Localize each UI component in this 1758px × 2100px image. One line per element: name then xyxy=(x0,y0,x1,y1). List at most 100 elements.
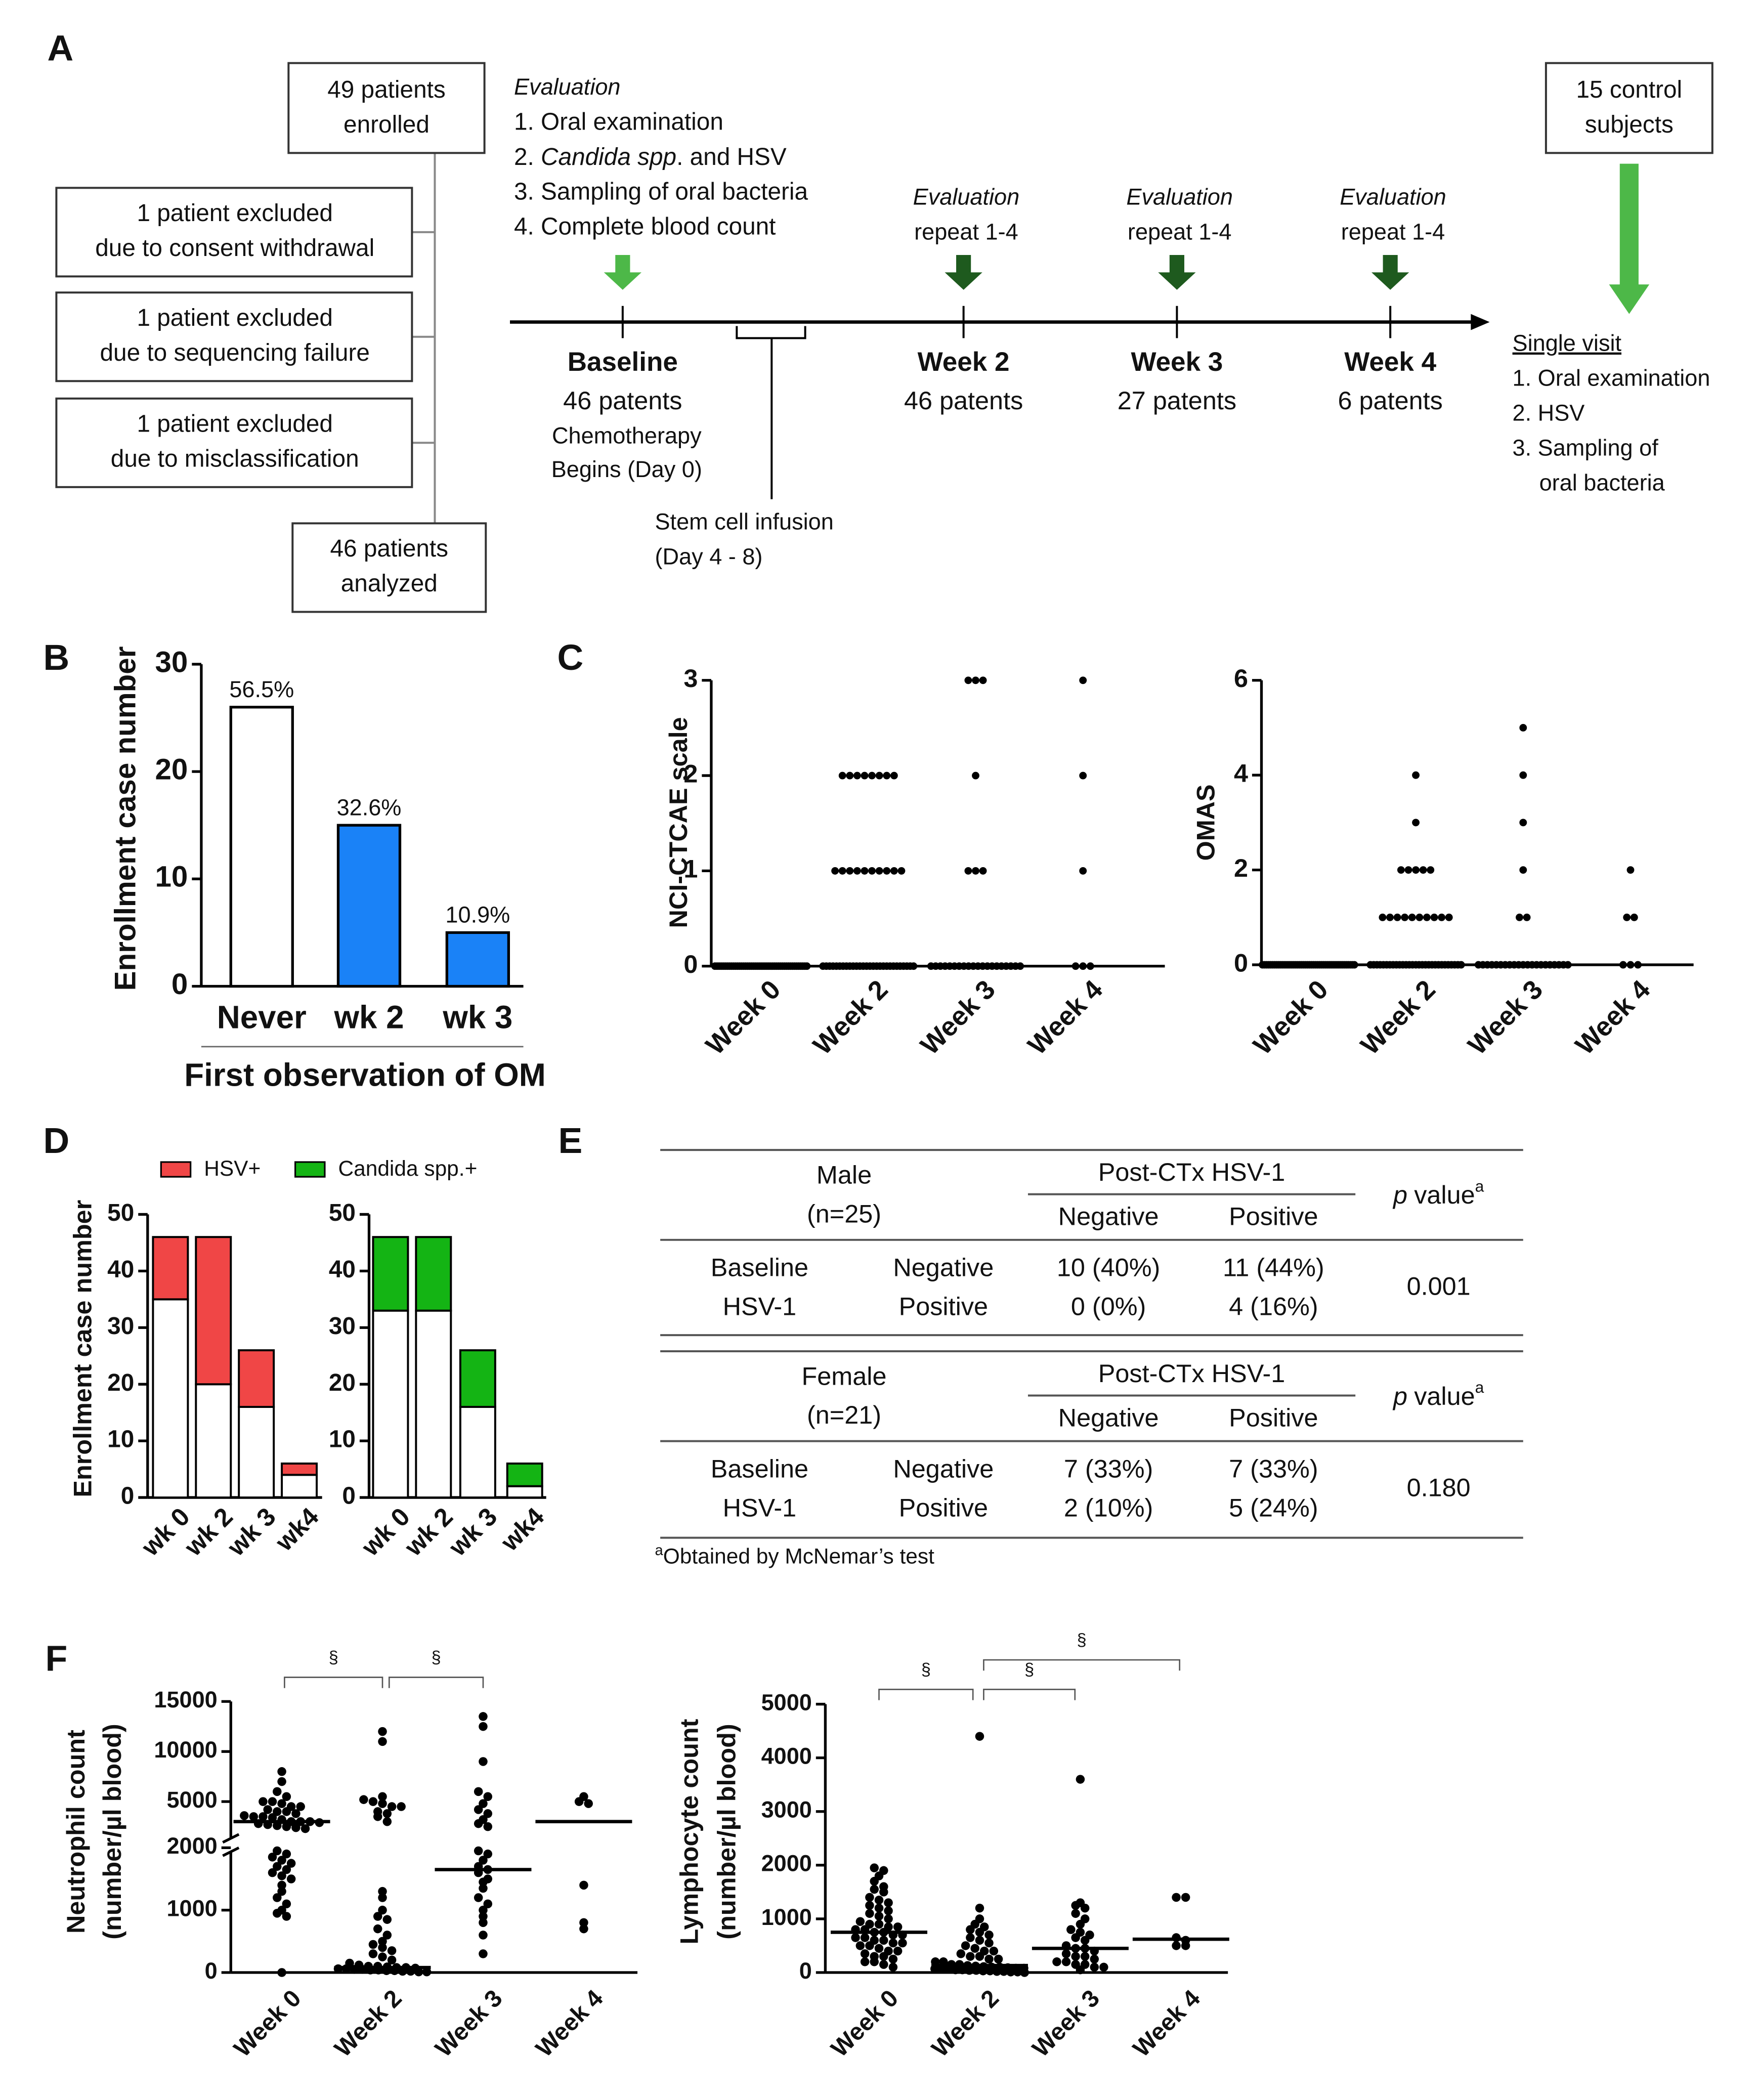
data-point xyxy=(378,1799,387,1808)
stem-cell-text: (Day 4 - 8) xyxy=(655,543,763,569)
data-point xyxy=(387,1946,397,1955)
y-axis-label: Neutrophil count xyxy=(61,1730,90,1934)
y-tick-label: 0 xyxy=(171,968,188,1001)
data-point xyxy=(378,1792,387,1802)
data-point xyxy=(1076,1965,1085,1975)
y-tick-label: 5000 xyxy=(166,1787,217,1813)
data-point xyxy=(966,1925,975,1934)
data-point xyxy=(422,1967,432,1977)
data-point xyxy=(868,772,876,780)
data-point xyxy=(1076,1919,1085,1929)
data-point xyxy=(373,1924,382,1934)
data-point xyxy=(1626,961,1635,969)
data-point xyxy=(1519,866,1527,874)
data-point xyxy=(1181,1893,1190,1902)
significance-bracket xyxy=(388,1677,484,1688)
timepoint-count: 6 patents xyxy=(1338,386,1443,415)
y-tick-label: 20 xyxy=(155,753,188,786)
box-text: due to consent withdrawal xyxy=(95,235,374,262)
single-visit-item: 3. Sampling of xyxy=(1513,435,1659,460)
legend-swatch xyxy=(160,1161,192,1178)
data-point xyxy=(273,1821,282,1830)
data-point xyxy=(861,867,869,875)
data-point xyxy=(984,1938,994,1948)
x-tick-label: Week 0 xyxy=(700,974,786,1060)
x-tick-label: wk 2 xyxy=(399,1502,458,1562)
data-point xyxy=(579,1924,588,1934)
data-point xyxy=(282,1865,291,1874)
bar-segment xyxy=(415,1309,452,1499)
data-point xyxy=(898,1938,907,1948)
evaluation-repeat: repeat 1-4 xyxy=(1128,219,1232,244)
data-point xyxy=(831,867,839,875)
data-point xyxy=(474,1787,483,1796)
data-point xyxy=(282,1899,291,1909)
arrow xyxy=(1609,163,1650,314)
data-point xyxy=(1519,819,1527,827)
x-tick-label: Never xyxy=(217,1000,307,1036)
data-point xyxy=(273,1862,282,1871)
y-tick-label: 6 xyxy=(1234,664,1248,693)
data-point xyxy=(874,1896,884,1905)
data-point xyxy=(875,867,883,875)
data-point xyxy=(1066,1925,1076,1934)
y-tick-label: 50 xyxy=(107,1199,134,1226)
data-point xyxy=(1634,961,1642,969)
y-axis-label: (number/µl blood) xyxy=(98,1724,126,1939)
data-point xyxy=(373,1812,382,1821)
box xyxy=(1545,62,1713,154)
data-point xyxy=(282,1807,291,1816)
text-part: p xyxy=(1392,1382,1407,1410)
x-tick-label: wk 3 xyxy=(221,1502,281,1562)
y-tick-label: 40 xyxy=(329,1256,356,1283)
table-cell: 7 (33%) xyxy=(1064,1454,1153,1483)
box-text: due to misclassification xyxy=(111,445,359,472)
data-point xyxy=(479,1949,488,1958)
data-point xyxy=(414,1967,423,1977)
table-row-group: Baseline xyxy=(711,1253,808,1281)
table-footnote: aObtained by McNemar’s test xyxy=(655,1542,935,1568)
data-point xyxy=(956,1949,966,1958)
y-tick-label: 2000 xyxy=(761,1851,812,1876)
arrow xyxy=(1158,254,1196,290)
x-tick-label: Week 2 xyxy=(807,974,893,1060)
significance-bracket xyxy=(284,1677,383,1688)
data-point xyxy=(888,1938,898,1948)
bar xyxy=(336,824,402,988)
data-point xyxy=(1630,913,1638,921)
data-point xyxy=(1386,913,1394,921)
data-point xyxy=(989,1946,999,1956)
x-tick-label: Week 0 xyxy=(1248,974,1334,1060)
data-point xyxy=(879,1960,888,1969)
data-point xyxy=(282,1822,291,1831)
data-point xyxy=(291,1809,301,1818)
data-point xyxy=(273,1846,282,1856)
data-point xyxy=(1564,961,1572,969)
significance-label: § xyxy=(432,1648,441,1667)
data-point xyxy=(860,1933,870,1942)
data-point xyxy=(286,1859,296,1868)
bar xyxy=(445,931,510,988)
data-point xyxy=(240,1811,249,1820)
data-point xyxy=(971,1966,981,1975)
data-point xyxy=(474,1805,483,1814)
data-point xyxy=(865,1893,874,1902)
x-tick-label: wk4 xyxy=(269,1502,324,1557)
bar-segment xyxy=(506,1485,543,1499)
data-point xyxy=(861,772,869,780)
box-text: 49 patients xyxy=(327,76,446,103)
single-visit-item: 2. HSV xyxy=(1513,400,1585,425)
table-p-header: p valuea xyxy=(1392,1379,1484,1410)
data-point xyxy=(268,1797,277,1806)
box xyxy=(291,522,487,613)
panel-label: A xyxy=(48,28,74,69)
data-point xyxy=(579,1918,588,1927)
data-point xyxy=(1404,866,1412,874)
data-point xyxy=(277,1880,286,1890)
data-point xyxy=(910,962,918,970)
timepoint-label: Week 4 xyxy=(1344,347,1436,377)
x-axis-label: First observation of OM xyxy=(184,1057,545,1093)
table-p-value: 0.001 xyxy=(1407,1272,1471,1301)
bar-segment xyxy=(281,1474,318,1499)
